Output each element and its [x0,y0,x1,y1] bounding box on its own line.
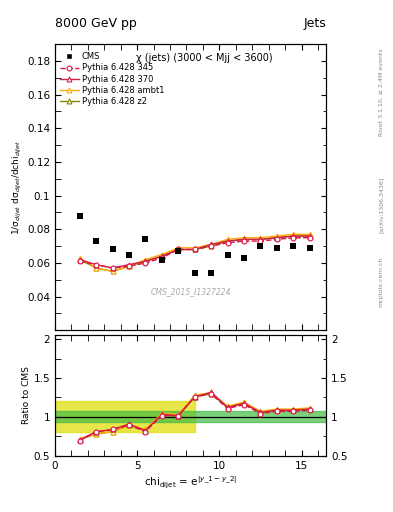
X-axis label: chi$_{\mathregular{dijet}}$ = e$^{|y\_1-y\_2|}$: chi$_{\mathregular{dijet}}$ = e$^{|y\_1-… [144,475,237,491]
Text: mcplots.cern.ch: mcplots.cern.ch [379,257,384,307]
Legend: CMS, Pythia 6.428 345, Pythia 6.428 370, Pythia 6.428 ambt1, Pythia 6.428 z2: CMS, Pythia 6.428 345, Pythia 6.428 370,… [58,50,167,108]
Point [93,237,99,245]
Point [307,244,313,252]
Point [224,250,231,259]
Point [274,244,280,252]
Point [109,245,116,253]
Point [77,212,83,220]
Point [159,255,165,264]
Text: χ (jets) (3000 < Mjj < 3600): χ (jets) (3000 < Mjj < 3600) [136,53,272,62]
Text: [arXiv:1306.3436]: [arXiv:1306.3436] [379,177,384,233]
Y-axis label: Ratio to CMS: Ratio to CMS [22,367,31,424]
Point [290,242,296,250]
Point [175,247,182,255]
Y-axis label: 1/σ$_{dijet}$ dσ$_{dijet}$/dchi$_{dijet}$: 1/σ$_{dijet}$ dσ$_{dijet}$/dchi$_{dijet}… [11,140,24,235]
Point [208,269,214,277]
Point [142,236,149,244]
Text: 8000 GeV pp: 8000 GeV pp [55,16,137,30]
Point [126,250,132,259]
Text: CMS_2015_I1327224: CMS_2015_I1327224 [151,287,231,296]
Point [191,269,198,277]
Text: Rivet 3.1.10, ≥ 2.4M events: Rivet 3.1.10, ≥ 2.4M events [379,48,384,136]
Point [241,254,247,262]
Text: Jets: Jets [303,16,326,30]
Point [257,242,264,250]
